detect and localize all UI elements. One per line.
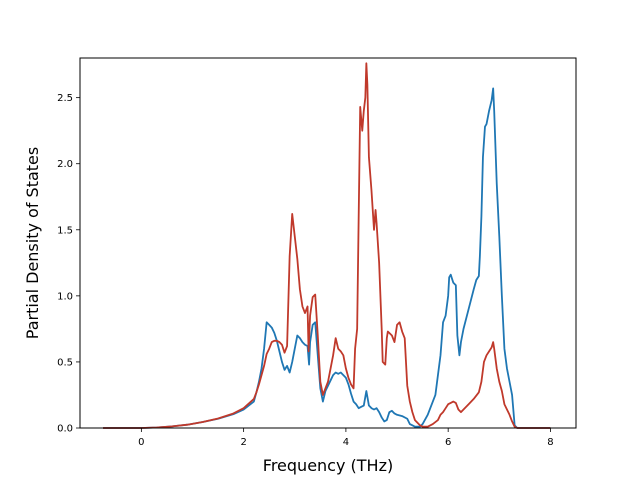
series-line-1	[103, 87, 551, 429]
x-tick-label: 4	[343, 437, 349, 448]
y-axis-ticks: 0.0 0.5 1.0 1.5 2.0 2.5	[57, 93, 80, 435]
plot-frame	[79, 57, 577, 429]
x-tick-label: 8	[547, 437, 553, 448]
x-tick-label: 0	[138, 437, 144, 448]
x-axis-label: Frequency (THz)	[263, 456, 393, 475]
y-tick-label: 1.5	[57, 225, 73, 236]
x-tick-label: 2	[240, 437, 246, 448]
y-tick-label: 2.5	[57, 93, 73, 104]
y-tick-label: 1.0	[57, 291, 73, 302]
plot-area	[80, 58, 576, 428]
y-tick-label: 0.0	[57, 424, 73, 435]
series-line-2	[103, 62, 551, 429]
y-tick-label: 2.0	[57, 159, 73, 170]
x-tick-label: 6	[445, 437, 451, 448]
series-layer	[103, 62, 551, 429]
y-axis-label: Partial Density of States	[23, 147, 42, 339]
y-tick-label: 0.5	[57, 357, 73, 368]
x-axis-ticks: 0 2 4 6 8	[138, 428, 554, 448]
